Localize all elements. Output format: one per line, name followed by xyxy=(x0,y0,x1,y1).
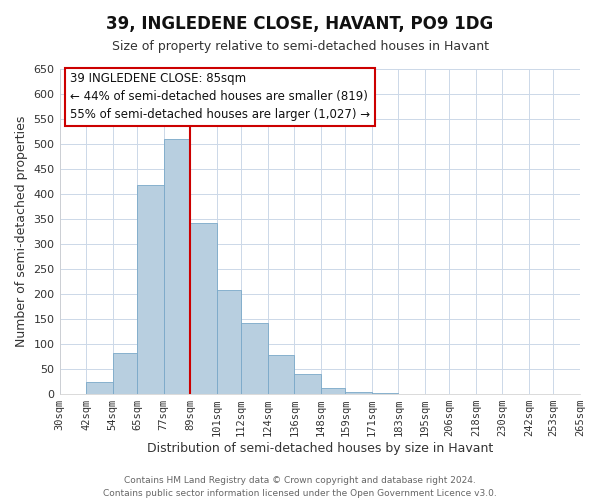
Bar xyxy=(164,139,190,394)
Bar xyxy=(345,392,372,394)
Bar xyxy=(190,222,217,394)
Bar xyxy=(321,388,345,394)
Bar xyxy=(241,322,268,394)
Bar xyxy=(372,393,398,394)
Text: 39, INGLEDENE CLOSE, HAVANT, PO9 1DG: 39, INGLEDENE CLOSE, HAVANT, PO9 1DG xyxy=(106,15,494,33)
Text: Contains HM Land Registry data © Crown copyright and database right 2024.
Contai: Contains HM Land Registry data © Crown c… xyxy=(103,476,497,498)
Bar xyxy=(217,290,241,394)
Text: 39 INGLEDENE CLOSE: 85sqm
← 44% of semi-detached houses are smaller (819)
55% of: 39 INGLEDENE CLOSE: 85sqm ← 44% of semi-… xyxy=(70,72,370,122)
Bar xyxy=(268,354,295,394)
Y-axis label: Number of semi-detached properties: Number of semi-detached properties xyxy=(15,116,28,347)
Bar xyxy=(295,374,321,394)
Bar xyxy=(86,382,113,394)
Text: Size of property relative to semi-detached houses in Havant: Size of property relative to semi-detach… xyxy=(112,40,488,53)
X-axis label: Distribution of semi-detached houses by size in Havant: Distribution of semi-detached houses by … xyxy=(146,442,493,455)
Bar xyxy=(137,185,164,394)
Bar xyxy=(113,353,137,394)
